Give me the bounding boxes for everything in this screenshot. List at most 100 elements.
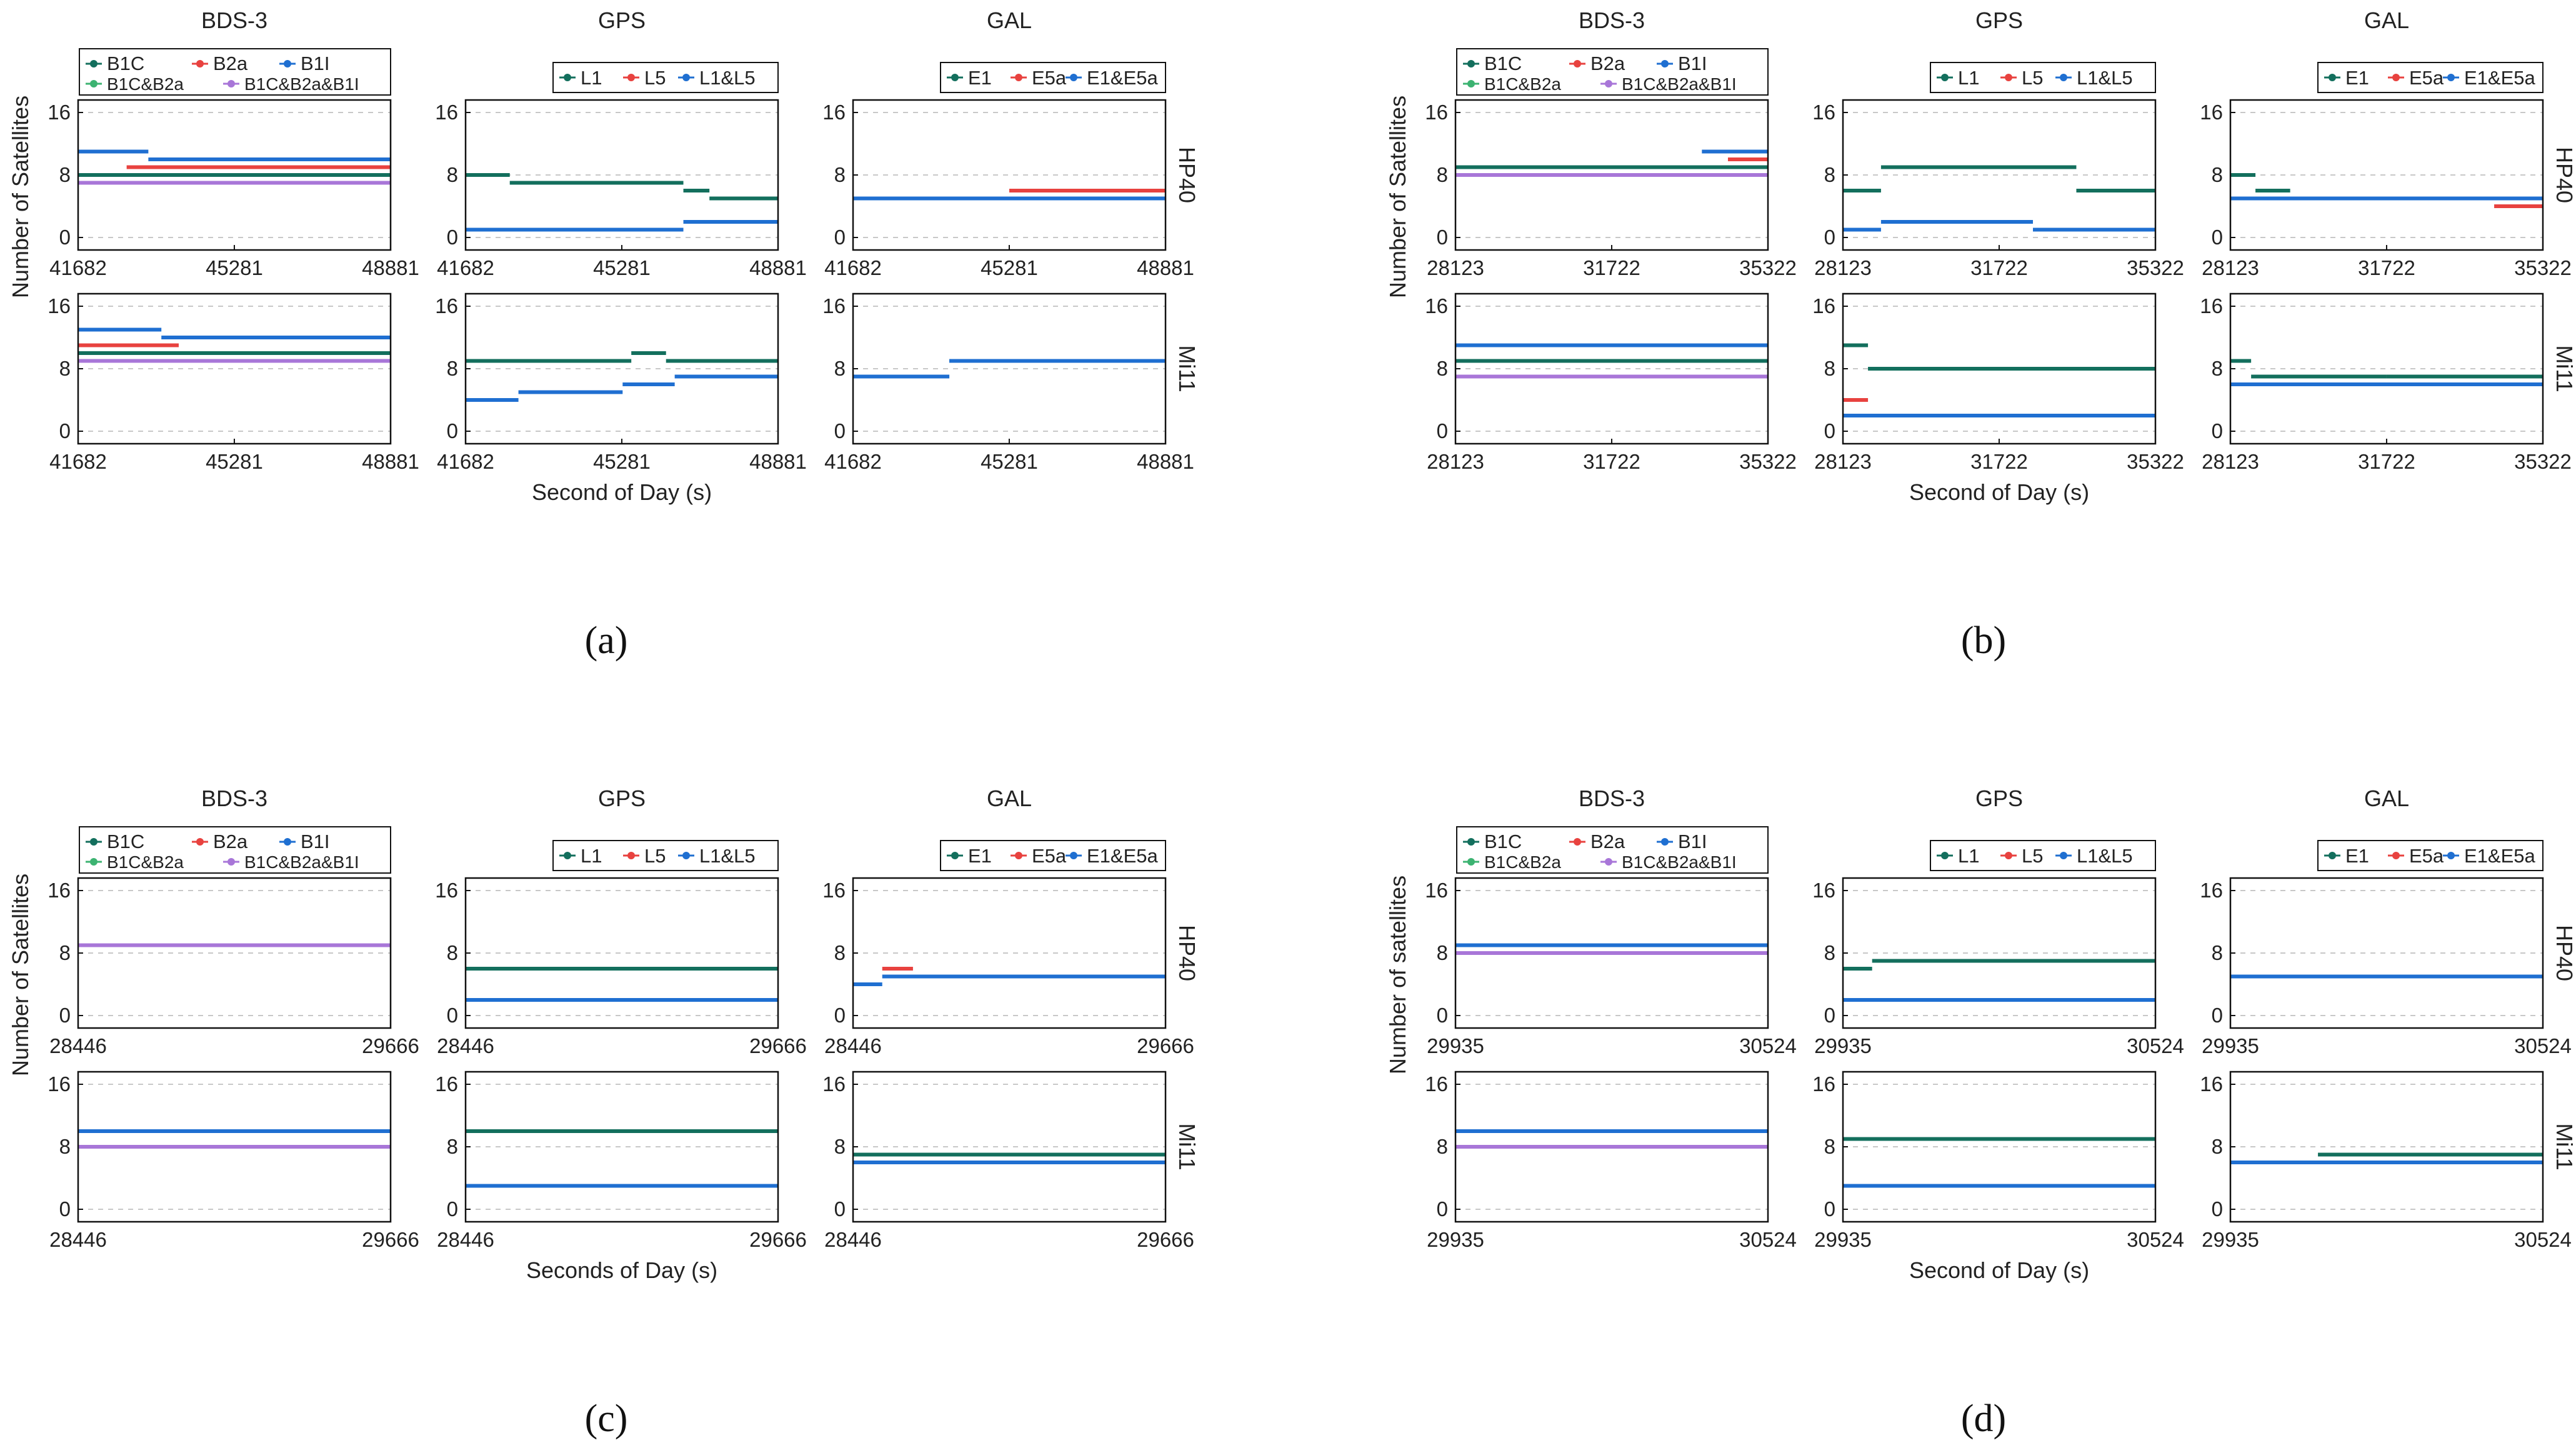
- y-tick-label: 0: [2212, 226, 2223, 249]
- legend-swatch-dot: [2329, 852, 2336, 859]
- y-tick-label: 0: [447, 226, 458, 249]
- legend-frame: [1930, 62, 2156, 93]
- x-tick-label: 29935: [1427, 1228, 1484, 1251]
- plot-frame: [464, 1071, 779, 1223]
- subplot-gal-hp40: 0 8 16 41682 45281 48881 HP40: [822, 99, 1200, 279]
- column-title: GAL: [987, 786, 1032, 811]
- legend-label: E1: [2345, 845, 2369, 867]
- receiver-label: Mi11: [2552, 345, 2576, 392]
- series-e1-e5a: [853, 359, 1166, 379]
- legend-swatch-dot: [1467, 60, 1475, 67]
- subplot-bds3-hp40: 0 8 16 29935 30524: [1425, 877, 1797, 1057]
- x-tick-label: 28446: [437, 1034, 494, 1057]
- legend-swatch-dot: [564, 74, 571, 81]
- y-tick-label: 16: [47, 1072, 71, 1096]
- legend-swatch-dot: [2005, 852, 2012, 859]
- y-tick-label: 16: [435, 101, 458, 124]
- legend-frame: [79, 48, 391, 96]
- y-tick-label: 16: [1812, 879, 1835, 902]
- subplot-gal-hp40: 0 8 16 29935 30524 HP40: [2200, 877, 2576, 1057]
- legend-label: L5: [2022, 67, 2043, 89]
- x-tick-label: 29935: [2202, 1228, 2259, 1251]
- subplot-bds3-mi11: 0 8 16 28123 31722 35322: [1425, 292, 1797, 473]
- legend-label: B1I: [1678, 52, 1707, 74]
- y-tick-label: 16: [1812, 101, 1835, 124]
- legend-label: B1C&B2a&B1I: [1622, 74, 1737, 94]
- x-tick-label: 48881: [362, 256, 419, 279]
- x-tick-label: 48881: [362, 450, 419, 473]
- legend-swatch-dot: [2060, 852, 2067, 859]
- y-tick-label: 16: [1425, 1072, 1448, 1096]
- legend-swatch-dot: [1467, 80, 1475, 87]
- legend-label: E1: [968, 67, 992, 89]
- legend-label: B1C&B2a&B1I: [1622, 852, 1737, 872]
- legend-label: L5: [644, 845, 666, 867]
- subplot-gps-hp40: 0 8 16 41682 45281 48881: [435, 99, 807, 279]
- y-tick-label: 16: [435, 879, 458, 902]
- subplot-gps-hp40: 0 8 16 28446 29666: [435, 877, 807, 1057]
- x-tick-label: 29666: [749, 1228, 807, 1251]
- y-tick-label: 0: [1824, 1197, 1835, 1221]
- y-tick-label: 8: [2212, 941, 2223, 964]
- legend-swatch-dot: [1661, 60, 1669, 67]
- plot-frame: [464, 99, 779, 251]
- x-tick-label: 35322: [2127, 256, 2184, 279]
- legend-swatch-dot: [2392, 74, 2400, 81]
- legend-label: B1I: [301, 52, 330, 74]
- x-tick-label: 45281: [206, 256, 263, 279]
- x-axis-label: Second of Day (s): [532, 479, 712, 505]
- subplot-bds3-hp40: 0 8 16 28123 31722 35322: [1425, 99, 1797, 279]
- y-tick-label: 0: [447, 419, 458, 442]
- y-tick-label: 0: [447, 1004, 458, 1027]
- y-tick-label: 8: [447, 357, 458, 380]
- y-tick-label: 8: [1437, 357, 1448, 380]
- legend: B1C B2a B1I B1C&B2a B1C&B2a&B1I: [79, 48, 391, 96]
- legend: L1 L5 L1&L5: [552, 62, 779, 93]
- y-tick-label: 0: [1437, 419, 1448, 442]
- legend-swatch-dot: [90, 80, 97, 87]
- x-tick-label: 28123: [1427, 256, 1484, 279]
- legend-swatch-dot: [284, 838, 291, 846]
- x-tick-label: 41682: [824, 256, 882, 279]
- legend-swatch-dot: [1661, 838, 1669, 846]
- column-title: GAL: [2364, 786, 2409, 811]
- y-tick-label: 0: [1437, 1197, 1448, 1221]
- legend-label: B2a: [1590, 831, 1625, 852]
- legend-frame: [552, 840, 779, 871]
- legend-swatch-dot: [196, 838, 204, 846]
- legend-swatch-dot: [2060, 74, 2067, 81]
- legend: E1 E5a E1&E5a: [2317, 62, 2544, 93]
- x-tick-label: 30524: [2514, 1228, 2572, 1251]
- legend-swatch-dot: [682, 74, 690, 81]
- receiver-label: Mi11: [1174, 1123, 1200, 1170]
- y-tick-label: 16: [435, 294, 458, 317]
- x-tick-label: 30524: [1739, 1034, 1797, 1057]
- y-tick-label: 0: [1824, 1004, 1835, 1027]
- legend-label: L1&L5: [699, 67, 756, 89]
- panel-label: (d): [1961, 1397, 2006, 1440]
- series-l1: [1843, 343, 2155, 371]
- x-tick-label: 45281: [981, 450, 1038, 473]
- y-tick-label: 8: [59, 941, 71, 964]
- y-tick-label: 0: [1437, 226, 1448, 249]
- y-tick-label: 8: [1824, 941, 1835, 964]
- receiver-label: HP40: [2552, 147, 2576, 203]
- x-tick-label: 29666: [749, 1034, 807, 1057]
- y-tick-label: 8: [59, 1135, 71, 1158]
- legend-label: B1I: [301, 831, 330, 852]
- x-tick-label: 45281: [593, 256, 651, 279]
- legend: E1 E5a E1&E5a: [940, 62, 1166, 93]
- y-tick-label: 16: [47, 294, 71, 317]
- legend-label: B2a: [213, 831, 248, 852]
- y-tick-label: 16: [822, 879, 846, 902]
- legend-swatch-dot: [90, 858, 97, 866]
- legend-swatch-dot: [1605, 858, 1612, 866]
- y-tick-label: 16: [1425, 101, 1448, 124]
- legend-label: B1C: [1484, 52, 1522, 74]
- subplot-gal-mi11: 0 8 16 41682 45281 48881 Mi11: [822, 292, 1200, 473]
- y-tick-label: 8: [447, 941, 458, 964]
- plot-frame: [2229, 877, 2544, 1029]
- x-tick-label: 41682: [49, 256, 107, 279]
- y-tick-label: 8: [1824, 1135, 1835, 1158]
- x-tick-label: 29935: [1814, 1228, 1872, 1251]
